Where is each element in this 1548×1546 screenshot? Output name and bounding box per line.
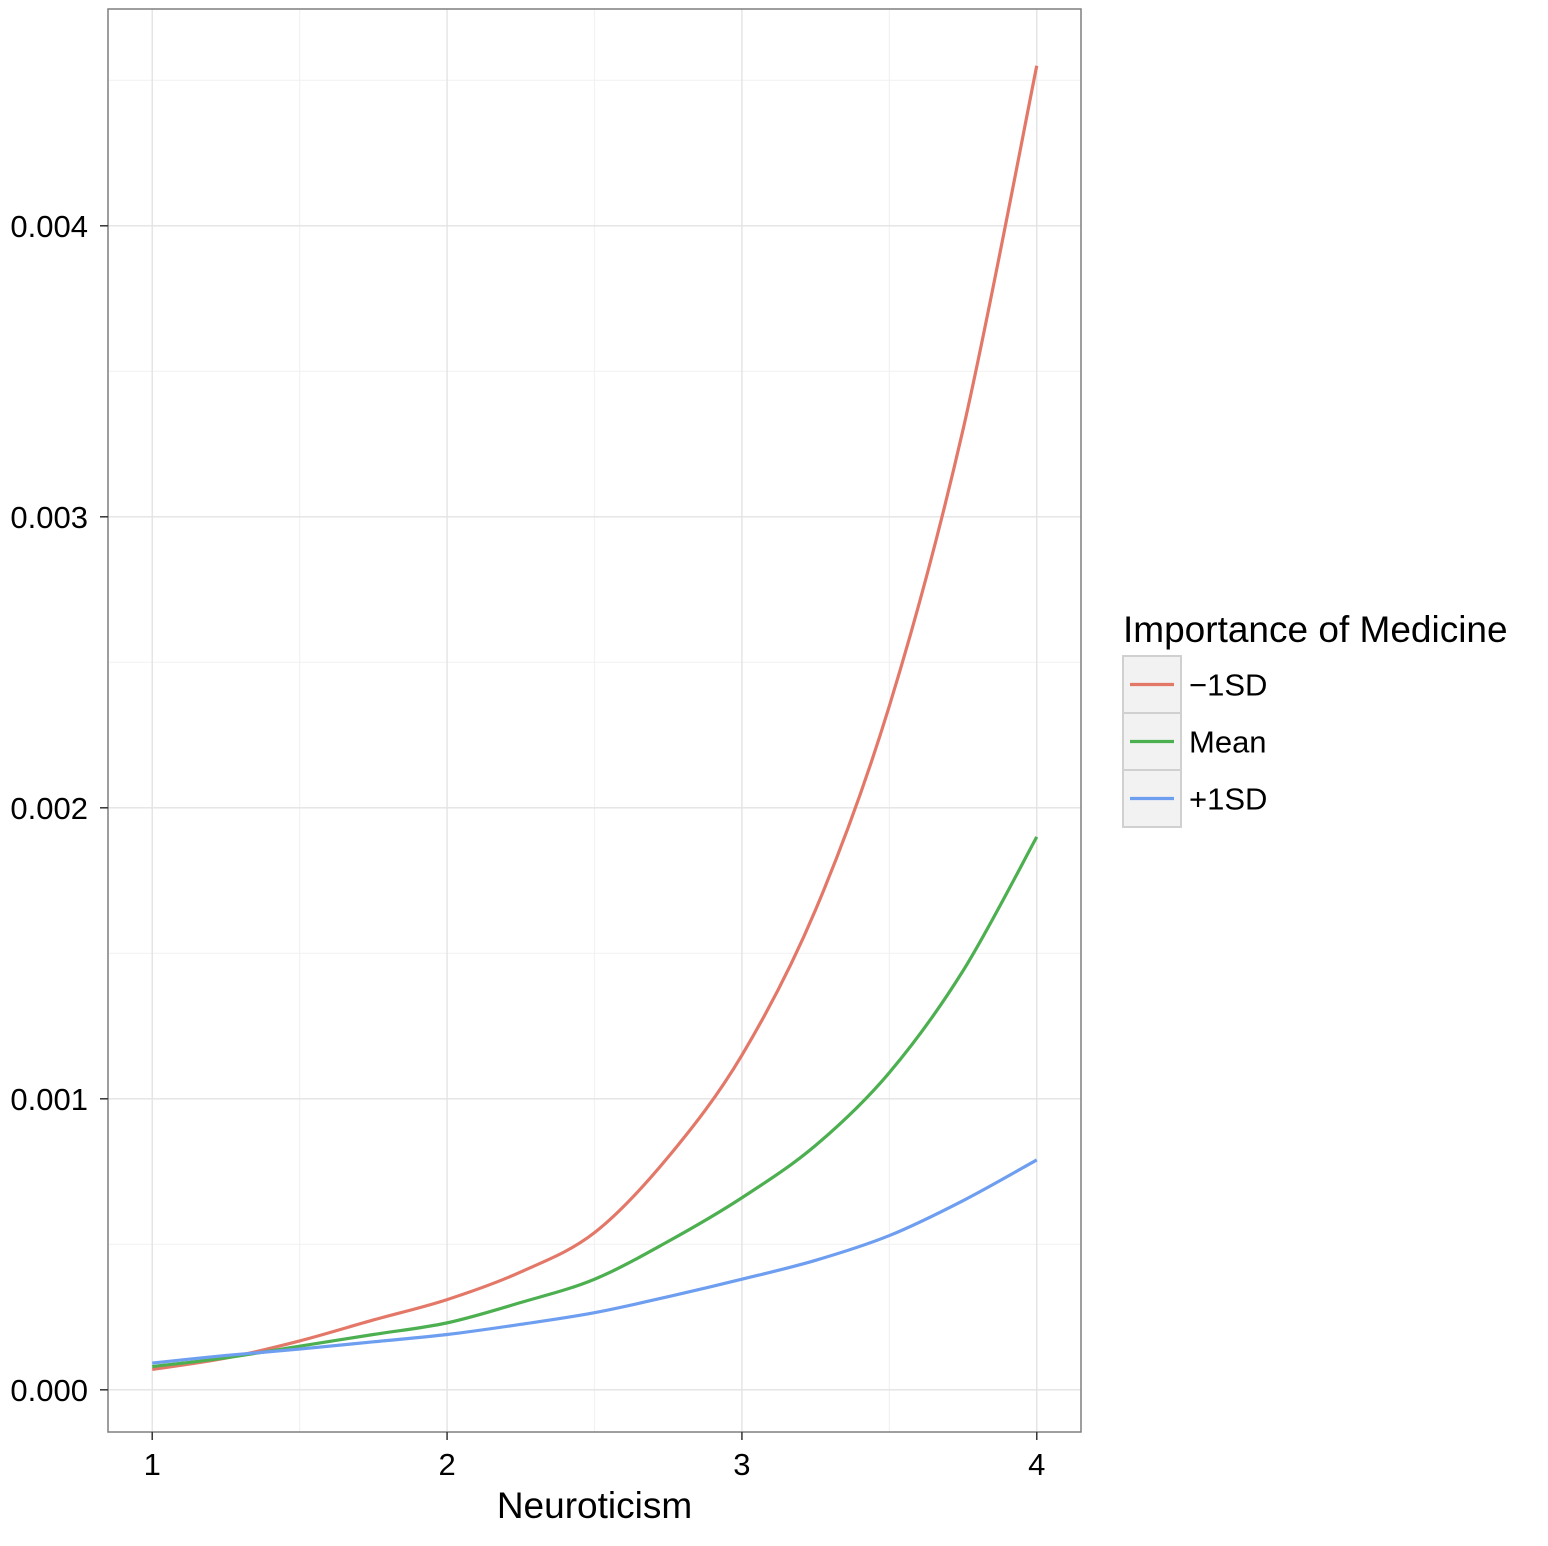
x-tick-label: 4 bbox=[1028, 1447, 1045, 1482]
x-tick-label: 3 bbox=[733, 1447, 750, 1482]
series-line-mean bbox=[152, 836, 1039, 1369]
y-tick-label: 0.000 bbox=[10, 1373, 88, 1408]
panel-border bbox=[107, 8, 1082, 1433]
grid bbox=[108, 9, 1081, 1432]
legend-label: +1SD bbox=[1189, 782, 1267, 817]
y-axis: 0.000 0.001 0.002 0.003 0.004 bbox=[10, 209, 108, 1408]
legend-label: −1SD bbox=[1189, 668, 1267, 703]
series-lines bbox=[151, 65, 1039, 1372]
series-line-1sd bbox=[151, 65, 1039, 1372]
legend-label: Mean bbox=[1189, 725, 1267, 760]
y-tick-label: 0.003 bbox=[10, 500, 88, 535]
y-tick-label: 0.001 bbox=[10, 1082, 88, 1117]
series-line-1sd bbox=[152, 1158, 1038, 1365]
y-tick-label: 0.002 bbox=[10, 791, 88, 826]
legend-items: −1SD Mean +1SD bbox=[1122, 655, 1267, 828]
x-tick-label: 1 bbox=[144, 1447, 161, 1482]
x-tick-label: 2 bbox=[438, 1447, 455, 1482]
y-tick-label: 0.004 bbox=[10, 209, 88, 244]
x-axis: 1 2 3 4 bbox=[144, 1432, 1045, 1482]
legend-title: Importance of Medicine bbox=[1123, 609, 1508, 650]
x-axis-title: Neuroticism bbox=[497, 1485, 692, 1526]
legend: Importance of Medicine −1SD Mean +1SD bbox=[1122, 609, 1508, 828]
